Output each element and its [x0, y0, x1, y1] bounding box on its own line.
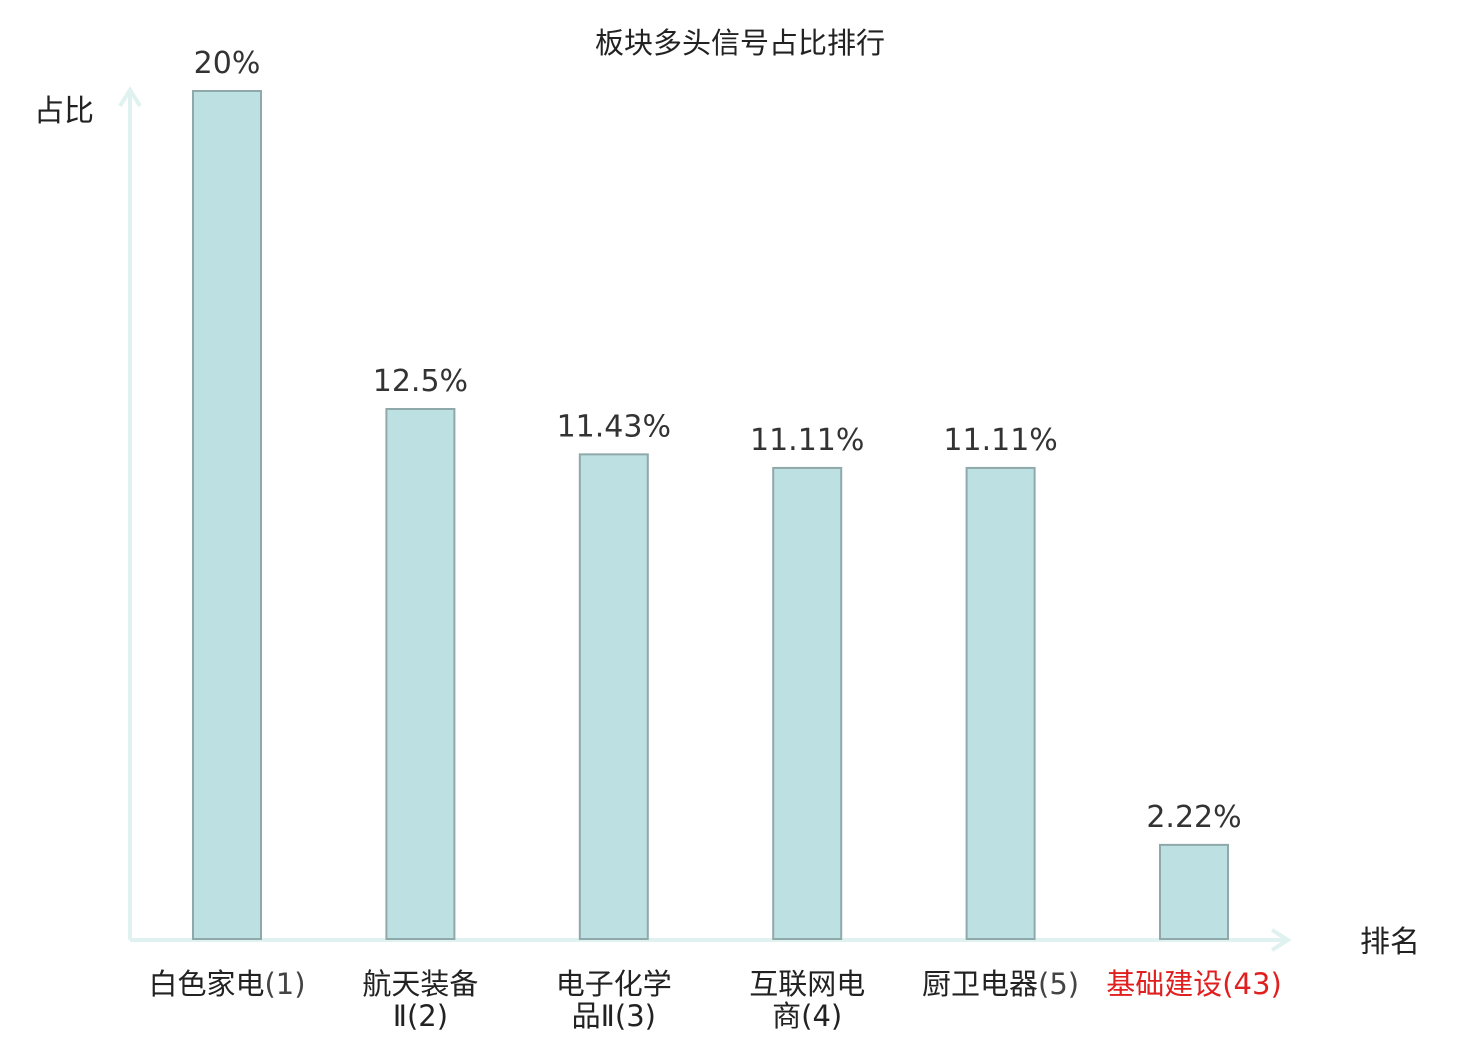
- data-label-2: 12.5%: [373, 364, 468, 399]
- y-axis-label: 占比: [34, 94, 94, 129]
- tick-label-4: 互联网电商(4): [749, 967, 865, 1033]
- chart-title: 板块多头信号占比排行: [595, 26, 885, 60]
- tick-label-6: 基础建设(43): [1106, 967, 1282, 1001]
- tick-label-5: 厨卫电器(5): [922, 967, 1079, 1001]
- bar-6: [1159, 843, 1229, 941]
- data-label-1: 20%: [194, 46, 261, 81]
- data-label-6: 2.22%: [1146, 800, 1241, 835]
- data-label-5: 11.11%: [943, 423, 1057, 458]
- bar-3: [578, 453, 649, 940]
- bar-2: [385, 408, 456, 940]
- bar-4: [772, 466, 843, 940]
- y-axis-arrow-icon: [118, 86, 142, 108]
- tick-label-1: 白色家电(1): [148, 967, 305, 1001]
- bar-5: [965, 466, 1036, 940]
- data-label-3: 11.43%: [557, 409, 671, 444]
- tick-label-3: 电子化学品Ⅱ(3): [556, 967, 672, 1033]
- x-axis-label: 排名: [1360, 925, 1420, 960]
- tick-label-2: 航天装备 Ⅱ(2): [362, 967, 478, 1033]
- bar-1: [192, 90, 262, 940]
- bars-group: 20% 白色家电(1) 12.5% 航天装备 Ⅱ(2) 11.43% 电子化学品Ⅱ(3) 11…: [148, 46, 1281, 1033]
- x-axis-arrow-icon: [1270, 928, 1292, 952]
- data-label-4: 11.11%: [750, 423, 864, 458]
